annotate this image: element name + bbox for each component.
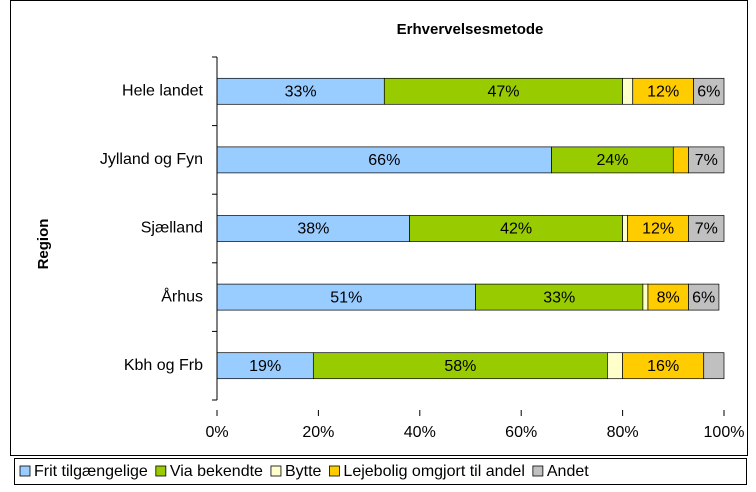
bar-segment [703, 352, 725, 380]
data-label: 66% [368, 152, 400, 169]
y-tick-label: Jylland og Fyn [100, 151, 203, 168]
legend-label: Via bekendte [170, 463, 263, 480]
x-tick-label: 20% [302, 424, 334, 441]
data-label: 47% [487, 84, 519, 101]
data-label: 24% [596, 152, 628, 169]
bar-segment [216, 77, 385, 105]
legend-swatch [19, 465, 31, 477]
bar-segment [216, 146, 552, 174]
bar-segment [622, 77, 634, 105]
bar-segment [632, 77, 694, 105]
bar-segment [627, 215, 689, 242]
x-tick-label: 40% [404, 424, 436, 441]
data-label: 16% [647, 358, 679, 375]
legend-label: Lejebolig omgjort til andel [343, 463, 524, 480]
data-label: 33% [543, 289, 575, 306]
legend-label: Andet [547, 463, 589, 480]
chart-title: Erhvervelsesmetode [397, 21, 544, 38]
bar-segment [693, 77, 725, 105]
y-axis-label: Region [35, 219, 52, 270]
data-label: 51% [330, 289, 362, 306]
legend-swatch [270, 465, 282, 477]
data-label: 33% [285, 84, 317, 101]
data-label: 7% [695, 221, 718, 238]
x-tick-label: 60% [505, 424, 537, 441]
bar-segment [383, 77, 623, 105]
legend-box [14, 458, 747, 485]
x-tick-label: 80% [607, 424, 639, 441]
bar-segment [551, 146, 674, 174]
y-tick-label: Hele landet [122, 83, 204, 100]
x-tick-label: 100% [704, 424, 745, 441]
legend-swatch [329, 465, 340, 477]
data-label: 6% [692, 289, 715, 306]
bar-segment [607, 352, 623, 380]
data-label: 12% [647, 84, 679, 101]
bar-segment [622, 352, 705, 380]
data-label: 19% [249, 358, 281, 375]
bar-segment [688, 283, 720, 311]
legend-swatch [532, 465, 544, 477]
bar-segment [312, 352, 608, 380]
data-label: 7% [695, 152, 718, 169]
bar-segment [688, 215, 725, 242]
bar-segment [688, 146, 725, 174]
legend-label: Frit tilgængelige [34, 463, 148, 480]
legend-label: Bytte [285, 463, 322, 480]
data-label: 58% [444, 358, 476, 375]
data-label: 38% [297, 221, 329, 238]
data-label: 42% [500, 221, 532, 238]
y-tick-label: Århus [161, 286, 203, 305]
data-label: 12% [642, 221, 674, 238]
y-tick-label: Kbh og Frb [124, 357, 203, 374]
legend-swatch [155, 465, 167, 477]
data-label: 6% [697, 84, 720, 101]
bar-segment [216, 215, 411, 242]
data-label: 8% [657, 289, 680, 306]
bar-segment [642, 283, 649, 311]
x-tick-label: 0% [205, 424, 228, 441]
bar-segment [622, 215, 629, 242]
bar-segment [647, 283, 689, 311]
bar-segment [672, 146, 689, 174]
bar-segment [216, 283, 476, 311]
y-tick-label: Sjælland [141, 220, 203, 237]
